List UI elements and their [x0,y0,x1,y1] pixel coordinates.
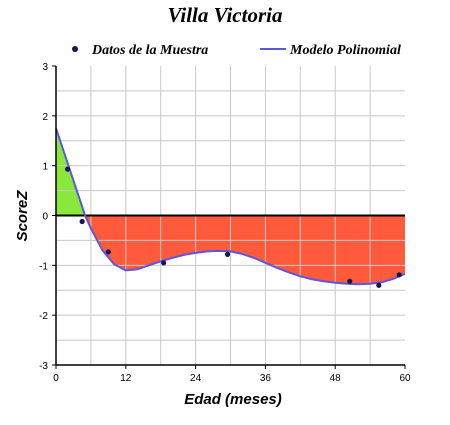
legend-label-scatter: Datos de la Muestra [91,43,208,58]
model-polynomial-line [55,127,406,286]
legend-marker-scatter [72,46,78,52]
data-points [65,166,402,288]
x-tick-label: 48 [330,373,342,384]
negative-area-fill [85,215,405,285]
x-tick-label: 60 [399,373,411,384]
y-tick-label: -1 [39,261,48,272]
x-tick-label: 12 [120,373,132,384]
legend: Datos de la Muestra Modelo Polinomial [72,43,401,58]
x-tick-label: 24 [190,373,202,384]
axes [52,65,406,369]
data-point [224,251,231,257]
y-tick-label: -3 [39,361,48,372]
grid-lines [56,66,405,365]
y-axis-title: ScoreZ [14,190,31,242]
model-line-group [55,127,406,286]
chart-title: Villa Victoria [168,3,283,27]
x-tick-label: 0 [53,373,59,384]
data-point [376,282,382,288]
data-point [79,218,85,225]
x-axis-title: Edad (meses) [184,391,282,408]
data-point [65,166,71,172]
data-point [396,272,402,278]
y-tick-label: 0 [42,212,48,223]
y-tick-label: -2 [39,311,48,322]
legend-label-model: Modelo Polinomial [289,43,401,58]
data-point [347,278,353,284]
x-tick-label: 36 [260,373,272,384]
y-tick-label: 3 [42,62,48,73]
y-tick-label: 1 [42,162,48,173]
data-point [161,260,167,266]
data-point [105,249,111,255]
y-tick-label: 2 [42,112,48,123]
